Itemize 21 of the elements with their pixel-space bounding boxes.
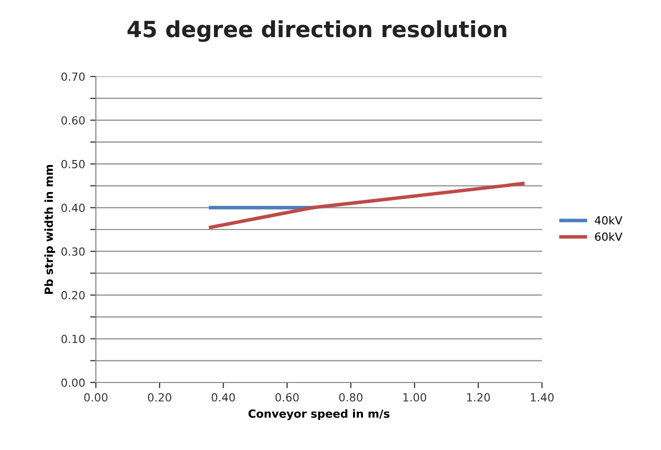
y-tick-label: 0.50 [61, 160, 85, 168]
legend-label: 60kV [595, 232, 622, 241]
y-tick-label: 0.00 [61, 378, 85, 387]
x-tick-label: 0.60 [275, 393, 299, 402]
x-tick-label: 0.40 [212, 393, 235, 402]
y-tick-label: 0.40 [61, 204, 85, 212]
x-tick-label: 1.20 [467, 393, 490, 402]
y-tick-label: 0.30 [61, 247, 85, 256]
x-tick-label: 0.20 [148, 393, 172, 402]
y-tick-label: 0.10 [61, 334, 85, 344]
x-tick-label: 0.80 [339, 393, 362, 402]
y-tick-label: 0.60 [61, 116, 85, 125]
y-tick-label: 0.70 [61, 72, 85, 81]
x-axis-title: Conveyor speed in m/s [248, 409, 390, 420]
x-tick-label: 1.00 [403, 393, 426, 402]
chart-title: 45 degree direction resolution [128, 20, 506, 42]
x-tick-label: 1.40 [530, 393, 554, 402]
y-tick-label: 0.20 [61, 291, 85, 300]
legend-label: 40kV [594, 216, 622, 225]
y-axis-title: Pb strip width in mm [44, 164, 56, 294]
x-tick-label: 0.00 [84, 393, 108, 402]
